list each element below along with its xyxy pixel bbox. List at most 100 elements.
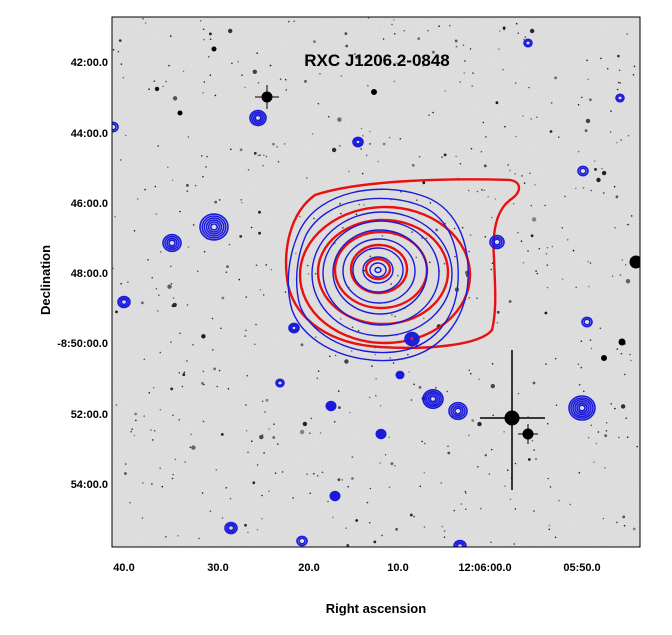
star: [616, 348, 619, 350]
star: [601, 170, 607, 176]
star: [261, 518, 263, 520]
star: [550, 102, 553, 104]
star: [627, 134, 630, 137]
star: [447, 451, 451, 455]
radio-source-ring: [395, 370, 405, 380]
star: [483, 164, 487, 168]
star: [263, 154, 265, 157]
star: [382, 142, 386, 146]
star: [604, 467, 606, 469]
star: [388, 436, 390, 439]
star: [616, 521, 618, 524]
star: [159, 467, 161, 470]
star: [361, 172, 364, 175]
star: [454, 39, 458, 43]
star: [129, 501, 131, 504]
star: [618, 69, 621, 72]
star: [491, 363, 494, 365]
star: [503, 431, 505, 433]
star: [443, 262, 446, 265]
star: [284, 78, 287, 81]
star: [225, 271, 228, 274]
star: [523, 182, 526, 184]
star: [191, 445, 196, 450]
radio-source-ring: [291, 325, 297, 331]
star: [182, 373, 186, 376]
star: [339, 145, 341, 147]
star: [632, 527, 636, 531]
star: [424, 442, 426, 445]
star: [203, 250, 206, 253]
star: [523, 38, 525, 41]
star: [581, 96, 583, 99]
star: [209, 74, 212, 76]
star: [513, 543, 516, 545]
star: [534, 184, 536, 186]
star: [331, 147, 337, 153]
star: [314, 272, 317, 275]
star: [623, 524, 626, 527]
star: [220, 433, 224, 436]
star: [265, 264, 268, 266]
star: [120, 282, 122, 285]
star: [413, 515, 415, 518]
star: [535, 270, 537, 272]
radio-source-ring: [352, 136, 364, 148]
star: [407, 353, 409, 356]
star: [300, 343, 304, 347]
star: [143, 358, 146, 361]
star: [153, 80, 156, 82]
star: [514, 508, 517, 510]
star: [580, 366, 583, 369]
star: [337, 478, 341, 482]
star: [555, 404, 558, 407]
star: [245, 296, 247, 298]
star: [618, 436, 620, 439]
star: [455, 45, 458, 48]
star: [394, 464, 396, 467]
star: [174, 458, 177, 461]
star: [277, 160, 280, 163]
star: [345, 527, 348, 529]
radio-source-ring: [166, 237, 178, 249]
star: [279, 78, 282, 80]
star: [532, 381, 536, 385]
star: [178, 372, 181, 374]
star: [334, 354, 337, 357]
star: [131, 428, 133, 431]
star: [201, 492, 204, 494]
star: [202, 92, 204, 94]
star: [544, 204, 546, 207]
star: [610, 110, 612, 112]
star: [172, 297, 175, 299]
star: [393, 19, 395, 21]
radio-source-ring: [203, 217, 225, 237]
radio-source-ring: [296, 535, 308, 547]
star: [201, 334, 206, 339]
star: [545, 253, 548, 255]
xray-contours: [284, 178, 521, 350]
star: [171, 304, 175, 308]
star: [115, 310, 118, 314]
star: [186, 360, 188, 362]
plot-title: RXC J1206.2-0848: [304, 51, 450, 70]
star: [468, 434, 470, 437]
star: [174, 304, 176, 306]
star: [394, 315, 396, 318]
star: [247, 531, 249, 534]
x-tick-label: 10.0: [387, 562, 408, 574]
star: [258, 231, 261, 235]
star: [134, 412, 138, 416]
star: [226, 265, 229, 268]
star: [443, 153, 447, 157]
star: [199, 20, 202, 22]
star: [367, 84, 369, 87]
star: [524, 36, 527, 38]
star: [172, 473, 174, 476]
star: [480, 150, 483, 153]
plot-frame: [111, 16, 641, 548]
star: [202, 175, 204, 178]
star: [124, 472, 127, 475]
radio-source-ring: [224, 521, 238, 535]
star: [554, 536, 557, 539]
